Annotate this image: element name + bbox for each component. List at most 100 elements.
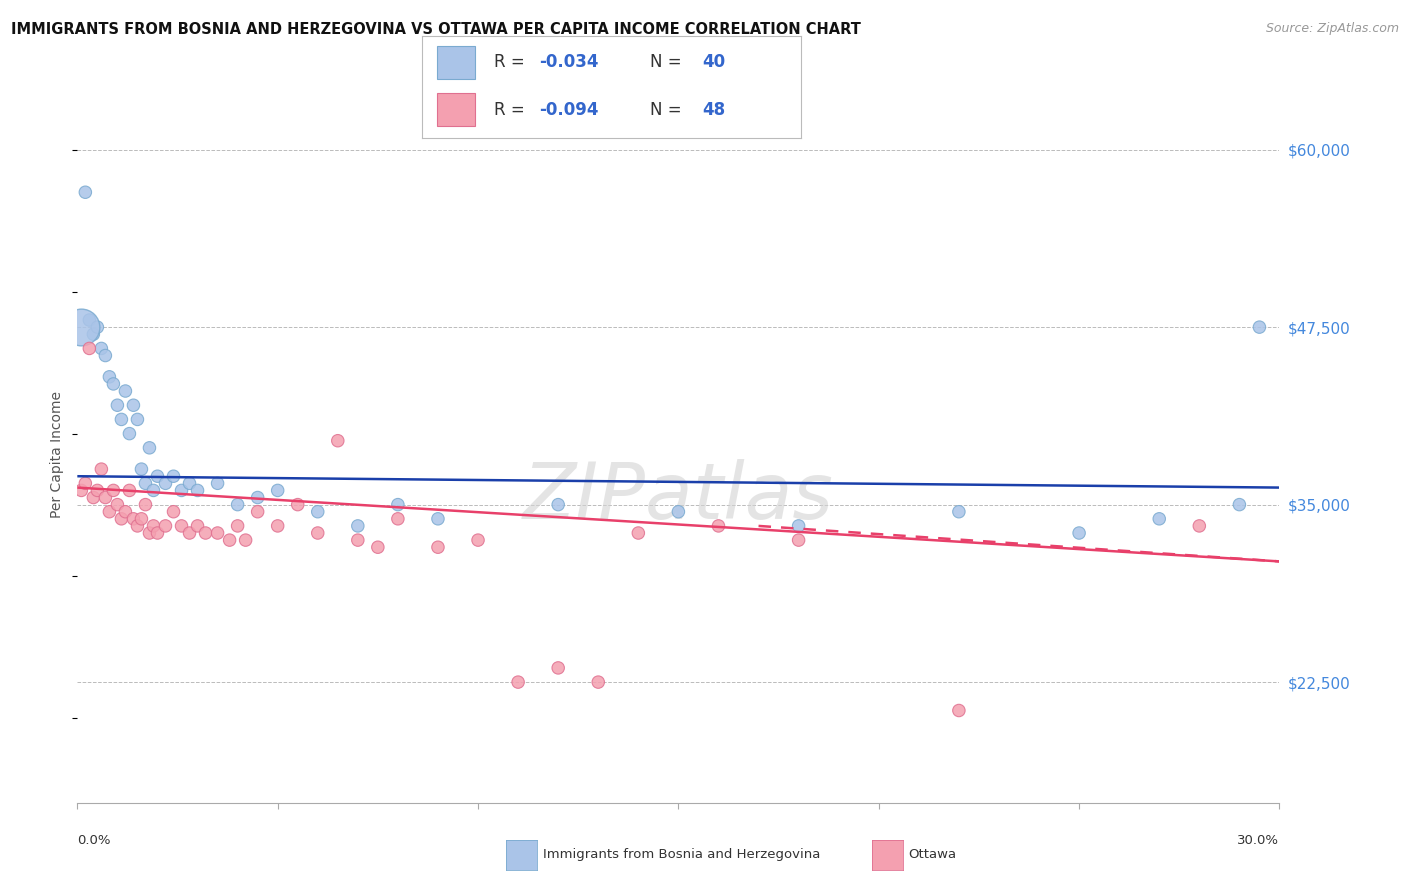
Point <box>267 483 290 498</box>
Point <box>948 505 970 519</box>
Text: ZIPatlas: ZIPatlas <box>523 458 834 534</box>
Point <box>98 369 121 384</box>
Point <box>948 704 970 718</box>
Point <box>86 320 108 334</box>
Point <box>170 483 193 498</box>
Point <box>110 512 132 526</box>
Point <box>1188 519 1211 533</box>
Point <box>110 412 132 426</box>
Point <box>1069 526 1091 541</box>
Point <box>508 675 530 690</box>
Y-axis label: Per Capita Income: Per Capita Income <box>51 392 65 518</box>
Text: 48: 48 <box>703 101 725 119</box>
Point <box>86 483 108 498</box>
Point <box>179 526 201 541</box>
Point <box>170 519 193 533</box>
Point <box>194 526 217 541</box>
Point <box>547 498 569 512</box>
Point <box>79 342 101 356</box>
Point <box>122 398 145 412</box>
Point <box>138 526 160 541</box>
Point <box>142 483 165 498</box>
Text: Ottawa: Ottawa <box>908 848 956 861</box>
Text: 0.0%: 0.0% <box>77 834 111 847</box>
Point <box>179 476 201 491</box>
Text: N =: N = <box>650 101 686 119</box>
Point <box>134 498 156 512</box>
Point <box>162 505 184 519</box>
Point <box>467 533 489 548</box>
Point <box>207 526 229 541</box>
Text: R =: R = <box>494 54 530 71</box>
Point <box>118 426 141 441</box>
Point <box>114 505 136 519</box>
Point <box>326 434 349 448</box>
Point <box>98 505 121 519</box>
Point <box>1149 512 1171 526</box>
Point <box>627 526 650 541</box>
Point <box>267 519 290 533</box>
Point <box>107 398 129 412</box>
Point <box>70 483 93 498</box>
Point <box>70 320 93 334</box>
Point <box>307 526 329 541</box>
Point <box>138 441 160 455</box>
Point <box>218 533 240 548</box>
Point <box>1229 498 1251 512</box>
Point <box>82 491 104 505</box>
Point <box>787 533 810 548</box>
Text: -0.094: -0.094 <box>540 101 599 119</box>
Point <box>387 512 409 526</box>
Point <box>142 519 165 533</box>
Point <box>187 483 209 498</box>
Point <box>75 186 97 200</box>
Text: Immigrants from Bosnia and Herzegovina: Immigrants from Bosnia and Herzegovina <box>543 848 820 861</box>
Point <box>127 412 149 426</box>
Point <box>246 491 269 505</box>
Point <box>307 505 329 519</box>
Point <box>127 519 149 533</box>
Point <box>427 512 450 526</box>
Point <box>187 519 209 533</box>
Text: IMMIGRANTS FROM BOSNIA AND HERZEGOVINA VS OTTAWA PER CAPITA INCOME CORRELATION C: IMMIGRANTS FROM BOSNIA AND HERZEGOVINA V… <box>11 22 860 37</box>
Point <box>347 533 370 548</box>
Point <box>103 483 125 498</box>
Point <box>90 342 112 356</box>
Text: 40: 40 <box>703 54 725 71</box>
Point <box>75 476 97 491</box>
Point <box>1249 320 1271 334</box>
Point <box>387 498 409 512</box>
Point <box>118 483 141 498</box>
Point <box>235 533 257 548</box>
Point <box>287 498 309 512</box>
Point <box>226 519 249 533</box>
Point <box>131 512 153 526</box>
Text: -0.034: -0.034 <box>540 54 599 71</box>
Point <box>134 476 156 491</box>
Point <box>131 462 153 476</box>
Point <box>226 498 249 512</box>
FancyBboxPatch shape <box>437 46 475 78</box>
Point <box>155 476 177 491</box>
Point <box>82 327 104 342</box>
Point <box>90 462 112 476</box>
Text: R =: R = <box>494 101 530 119</box>
Point <box>588 675 610 690</box>
Point <box>146 526 169 541</box>
Point <box>94 349 117 363</box>
Point <box>367 540 389 554</box>
Point <box>162 469 184 483</box>
Point <box>122 512 145 526</box>
Text: 30.0%: 30.0% <box>1237 834 1279 847</box>
Point <box>103 376 125 391</box>
Text: Source: ZipAtlas.com: Source: ZipAtlas.com <box>1265 22 1399 36</box>
Point <box>107 498 129 512</box>
Point <box>146 469 169 483</box>
Point <box>427 540 450 554</box>
Point <box>114 384 136 398</box>
Point <box>246 505 269 519</box>
Text: N =: N = <box>650 54 686 71</box>
Point <box>787 519 810 533</box>
Point <box>707 519 730 533</box>
Point <box>347 519 370 533</box>
